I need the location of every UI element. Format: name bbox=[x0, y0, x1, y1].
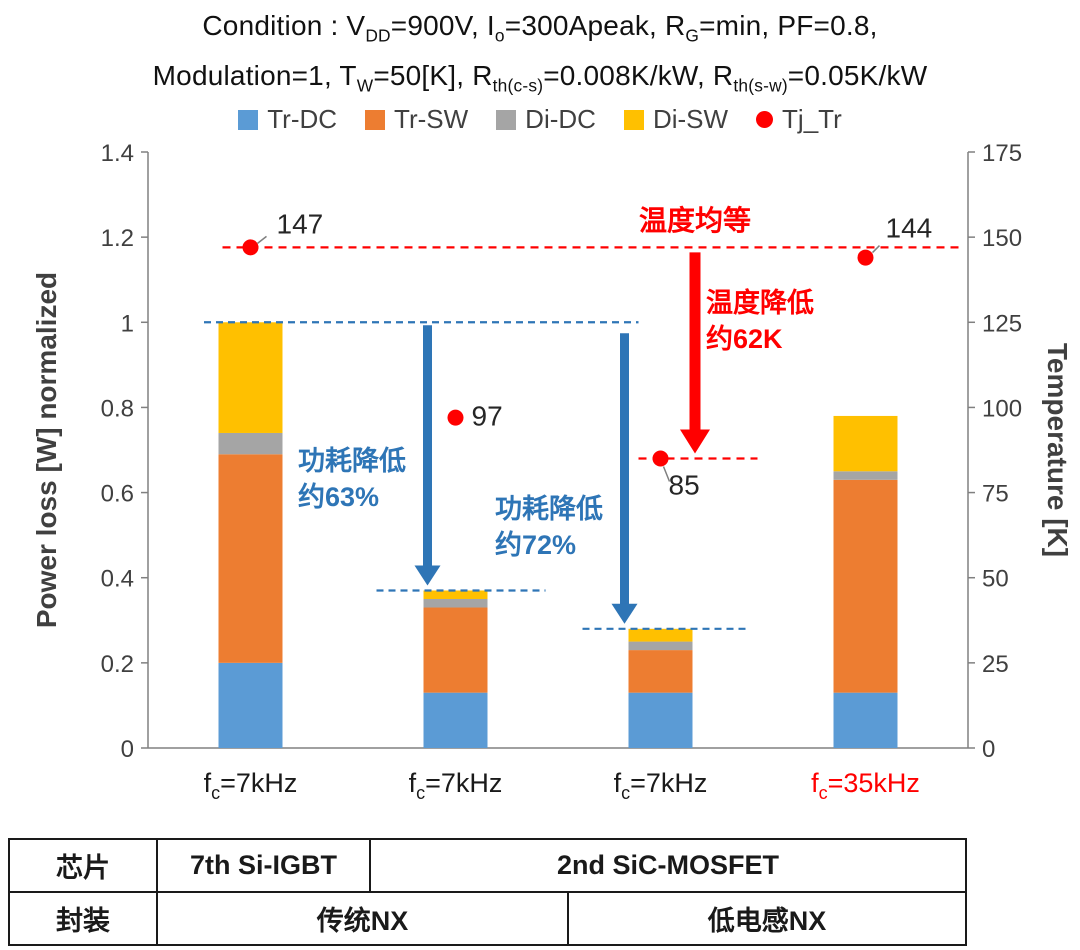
legend-item-Tj_Tr: Tj_Tr bbox=[756, 104, 842, 135]
legend-label: Di-SW bbox=[652, 104, 729, 134]
left-tick-label: 1.4 bbox=[101, 140, 134, 167]
tj-point-1 bbox=[447, 409, 464, 426]
power-drop-arrow-2-head bbox=[611, 603, 638, 624]
legend-label: Di-DC bbox=[525, 104, 596, 134]
x-category-label-0: fc=7kHz bbox=[204, 768, 298, 803]
cell-si-igbt: 7th Si-IGBT bbox=[158, 840, 371, 891]
legend-swatch-Di-DC bbox=[496, 109, 517, 130]
bar-segment-Di-DC-3 bbox=[833, 471, 898, 480]
cell-low-inductance-nx: 低电感NX bbox=[707, 906, 827, 936]
x-category-label-3: fc=35kHz bbox=[811, 768, 920, 803]
x-category-label-2: fc=7kHz bbox=[614, 768, 708, 803]
legend-swatch-Tr-SW bbox=[365, 109, 386, 130]
bar-segment-Tr-SW-2 bbox=[628, 650, 693, 693]
tj-point-0 bbox=[242, 239, 259, 256]
bar-segment-Tr-SW-3 bbox=[833, 479, 898, 693]
legend-label: Tj_Tr bbox=[782, 104, 842, 134]
left-tick-label: 1.2 bbox=[101, 225, 134, 252]
power-drop1-label-line1: 功耗降低 bbox=[298, 446, 406, 476]
left-tick-label: 0 bbox=[121, 736, 134, 763]
temp-equal-label: 温度均等 bbox=[639, 204, 751, 236]
legend-item-Tr-DC: Tr-DC bbox=[238, 104, 337, 135]
tj-point-3 bbox=[857, 249, 874, 266]
bar-segment-Di-SW-2 bbox=[628, 628, 693, 642]
chart-condition-title: Condition : VDD=900V, Io=300Apeak, RG=mi… bbox=[0, 6, 1080, 105]
table-row-package: 封装 传统NX 低电感NX bbox=[10, 893, 965, 944]
right-tick-label: 50 bbox=[982, 566, 1009, 593]
temp-drop-label-line1: 温度降低 bbox=[706, 287, 814, 318]
legend-item-Di-SW: Di-SW bbox=[623, 104, 729, 135]
bar-segment-Tr-SW-1 bbox=[423, 607, 488, 693]
left-tick-label: 0.2 bbox=[101, 651, 134, 678]
left-tick-label: 0.8 bbox=[101, 395, 134, 422]
power-drop1-label-line2: 约63% bbox=[298, 482, 379, 512]
legend-label: Tr-SW bbox=[394, 104, 469, 134]
legend-label: Tr-DC bbox=[267, 104, 338, 134]
cell-sic-mosfet: 2nd SiC-MOSFET bbox=[557, 850, 779, 880]
power-drop2-label-line2: 约72% bbox=[495, 530, 576, 560]
bar-segment-Di-DC-1 bbox=[423, 599, 488, 608]
right-tick-label: 75 bbox=[982, 481, 1009, 508]
right-tick-label: 175 bbox=[982, 140, 1022, 167]
bar-segment-Tr-DC-1 bbox=[423, 692, 488, 748]
row-header-package: 封装 bbox=[10, 893, 158, 944]
bar-segment-Di-SW-0 bbox=[218, 322, 283, 433]
bar-segment-Di-SW-1 bbox=[423, 590, 488, 599]
table-row-chip: 芯片 7th Si-IGBT 2nd SiC-MOSFET bbox=[10, 840, 965, 893]
chart-plot: 0 0 0.2 25 0.4 50 0.6 75 0.8 100 1 125 1.2 150 1.4 175 P… bbox=[31, 140, 1073, 803]
bar-segment-Tr-SW-0 bbox=[218, 454, 283, 663]
chart-legend: Tr-DC Tr-SW Di-DC Di-SW Tj_Tr bbox=[0, 104, 1080, 135]
cell-traditional-nx: 传统NX bbox=[158, 893, 569, 944]
right-tick-label: 125 bbox=[982, 310, 1022, 337]
bar-segment-Di-SW-3 bbox=[833, 415, 898, 472]
left-tick-label: 0.4 bbox=[101, 566, 134, 593]
tj-point-label-3: 144 bbox=[886, 213, 933, 244]
right-tick-label: 0 bbox=[982, 736, 995, 763]
power-drop2-label-line1: 功耗降低 bbox=[495, 494, 603, 524]
device-table: 芯片 7th Si-IGBT 2nd SiC-MOSFET 封装 传统NX 低电… bbox=[8, 838, 967, 946]
left-axis-title: Power loss [W] normalized bbox=[31, 272, 62, 628]
tj-point-label-2: 85 bbox=[669, 470, 700, 501]
bar-segment-Di-DC-2 bbox=[628, 641, 693, 651]
bar-segment-Di-DC-0 bbox=[218, 432, 283, 455]
bar-segment-Tr-DC-0 bbox=[218, 662, 283, 748]
tj-point-label-0: 147 bbox=[277, 208, 324, 239]
x-category-label-1: fc=7kHz bbox=[409, 768, 503, 803]
tj-label-leader-0 bbox=[257, 235, 267, 244]
right-tick-label: 150 bbox=[982, 225, 1022, 252]
right-tick-label: 100 bbox=[982, 395, 1022, 422]
left-tick-label: 0.6 bbox=[101, 481, 134, 508]
title-line-1: Condition : VDD=900V, Io=300Apeak, RG=mi… bbox=[202, 10, 878, 46]
tj-point-2 bbox=[652, 450, 669, 467]
legend-item-Di-DC: Di-DC bbox=[496, 104, 596, 135]
legend-item-Tr-SW: Tr-SW bbox=[365, 104, 468, 135]
right-axis-title: Temperature [K] bbox=[1042, 343, 1073, 557]
tj-label-leader-2 bbox=[662, 466, 671, 482]
row-header-chip: 芯片 bbox=[10, 840, 158, 891]
power-drop-arrow-1-head bbox=[414, 565, 441, 586]
tj-label-leader-3 bbox=[871, 245, 881, 254]
tj-point-label-1: 97 bbox=[472, 401, 503, 432]
right-tick-label: 25 bbox=[982, 651, 1009, 678]
temp-drop-label-line2: 约62K bbox=[706, 324, 783, 354]
title-line-2: Modulation=1, TW=50[K], Rth(c-s)=0.008K/… bbox=[152, 59, 928, 96]
legend-swatch-Di-SW bbox=[623, 109, 644, 130]
bar-segment-Tr-DC-2 bbox=[628, 692, 693, 748]
temp-drop-arrow-head bbox=[680, 429, 710, 454]
legend-swatch-Tr-DC bbox=[238, 109, 259, 130]
bar-segment-Tr-DC-3 bbox=[833, 692, 898, 748]
left-tick-label: 1 bbox=[121, 310, 134, 337]
legend-swatch-Tj_Tr bbox=[756, 111, 774, 128]
